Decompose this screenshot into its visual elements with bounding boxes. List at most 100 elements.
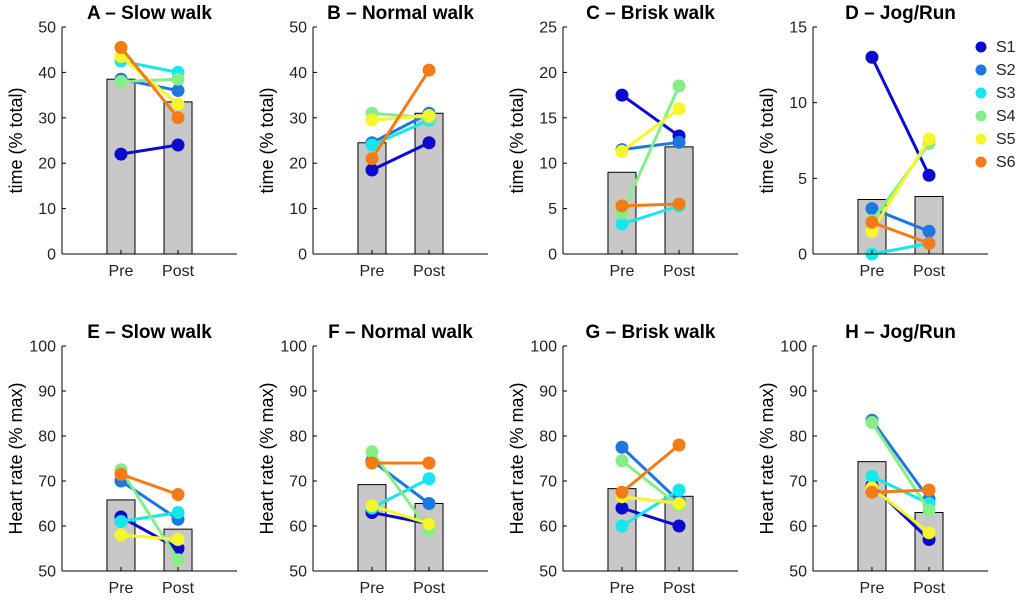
panel-e-line-s5 (120, 533, 179, 541)
panel-e-ytick-label-0: 50 (38, 564, 56, 581)
legend-marker-s3 (975, 87, 987, 99)
panel-e-xtick-label-post: Post (162, 580, 195, 597)
panel-b-xtick-label-pre: Pre (360, 263, 385, 280)
panel-c-ytick-label-1: 5 (548, 201, 557, 218)
panel-d-point-s5-pre (865, 224, 879, 238)
panel-f-point-s6-pre (365, 456, 379, 470)
panel-h-line-s6 (871, 488, 930, 494)
panel-f-ytick-label-2: 70 (289, 474, 307, 491)
panel-b-ytick-label-0: 0 (298, 247, 307, 264)
legend-marker-s6 (975, 156, 987, 168)
panel-g-point-s2-pre (615, 440, 629, 454)
panel-g-ylabel: Heart rate (% max) (507, 382, 527, 534)
panel-g-line-s6 (621, 443, 680, 494)
panel-g-line-s3 (621, 488, 680, 528)
panel-e-ytick-label-2: 70 (38, 474, 56, 491)
panel-h-point-s4-pre (865, 416, 879, 429)
panel-c-point-s1-pre (615, 88, 629, 102)
panel-d-line-s5 (870, 138, 931, 233)
panel-g-xtick-label-post: Post (663, 580, 696, 597)
panel-f-bar-pre (357, 484, 387, 572)
legend-label-s6: S6 (996, 154, 1016, 171)
panel-f-point-s3-post (422, 472, 436, 486)
panel-e-point-s3-post (171, 506, 185, 519)
panel-g-point-s5-post (672, 497, 686, 510)
panel-c-point-s6-pre (615, 199, 629, 213)
panel-g-line-s2 (620, 446, 681, 503)
panel-a-ytick-label-5: 50 (38, 20, 56, 37)
panel-h-ylabel: Heart rate (% max) (757, 382, 777, 534)
panel-h-ytick-label-3: 80 (789, 429, 807, 446)
panel-b-point-s6-pre (365, 152, 379, 166)
legend-label-s2: S2 (996, 62, 1016, 79)
panel-f-ylabel: Heart rate (% max) (257, 382, 277, 534)
panel-h-point-s6-post (922, 483, 936, 497)
legend-label-s1: S1 (996, 39, 1016, 56)
panel-d-ylabel: time (% total) (757, 87, 777, 193)
panel-f-title: F – Normal walk (328, 322, 473, 343)
panel-f-point-s6-post (422, 456, 436, 470)
panel-b-line-s5 (371, 114, 430, 122)
panel-b-point-s5-pre (365, 113, 379, 127)
panel-a-bar-post (163, 101, 193, 255)
panel-a-line-s1 (120, 143, 179, 156)
panel-g-title: G – Brisk walk (586, 322, 716, 343)
panel-f-point-s5-post (422, 517, 436, 531)
panel-e: E – Slow walk 50 60 70 80 90 100 Pre Post Heart r… (6, 322, 237, 597)
panel-a-ytick-label-3: 30 (38, 110, 56, 127)
panel-b-point-s6-post (422, 63, 436, 77)
panel-a-xtick-label-post: Post (162, 263, 195, 280)
panel-e-point-s5-post (171, 533, 185, 546)
panel-e-point-s1-post (171, 542, 185, 555)
panel-e-point-s4-post (171, 553, 185, 567)
panel-e-point-s5-pre (114, 528, 128, 542)
legend-marker-s1 (975, 41, 987, 53)
panel-f-line-s4 (370, 450, 431, 532)
panel-c-line-s3 (621, 204, 680, 226)
legend-marker-s2 (975, 64, 987, 76)
panel-g-point-s3-pre (615, 519, 629, 533)
panel-c-line-s5 (621, 107, 680, 153)
panel-d-ytick-label-2: 10 (789, 95, 807, 112)
panel-f-point-s4-pre (365, 445, 379, 459)
panel-a-point-s6-pre (114, 40, 128, 54)
panel-b-ytick-label-1: 10 (289, 201, 307, 218)
panel-c-ylabel: time (% total) (507, 87, 527, 193)
panel-a-ytick-label-1: 10 (38, 201, 56, 218)
panel-h-point-s3-pre (865, 470, 879, 483)
panel-d: D – Jog/Run 0 5 10 15 Pre Post time (% total) (757, 3, 988, 280)
panel-e-ytick-label-3: 80 (38, 429, 56, 446)
panel-b-bar-post (414, 112, 444, 255)
panel-h-point-s4-post (922, 503, 936, 517)
panel-c-ytick-label-5: 25 (539, 20, 557, 37)
panel-d-title: D – Jog/Run (845, 3, 956, 24)
panel-g-point-s6-post (672, 438, 686, 452)
panel-g-line-s5 (621, 495, 680, 505)
panel-d-line-s3 (871, 241, 930, 256)
panel-c-point-s5-pre (615, 144, 629, 158)
panel-b-point-s1-pre (365, 163, 379, 177)
panel-h-xtick-label-post: Post (913, 580, 946, 597)
panel-f-bar-post (414, 503, 444, 572)
panel-b-ytick-label-3: 30 (289, 110, 307, 127)
panel-h-line-s4 (870, 421, 931, 512)
panel-d-point-s6-pre (865, 215, 879, 229)
panel-g-point-s1-pre (615, 501, 629, 515)
panel-f-ytick-label-3: 80 (289, 429, 307, 446)
panel-g-line-s1 (621, 506, 680, 528)
panel-b-ylabel: time (% total) (257, 87, 277, 193)
panel-h-ytick-label-4: 90 (789, 384, 807, 401)
panel-b-ytick-label-4: 40 (289, 65, 307, 82)
panel-h-ytick-label-5: 100 (780, 339, 807, 356)
panel-a-point-s4-pre (114, 74, 128, 88)
panel-b-point-s3-pre (365, 138, 379, 152)
panel-h-title: H – Jog/Run (845, 322, 956, 343)
panel-b-line-s6 (370, 69, 431, 160)
panel-d-line-s2 (871, 207, 930, 233)
panel-e-ytick-label-1: 60 (38, 519, 56, 536)
panel-h-line-s5 (871, 486, 930, 534)
panel-g-xtick-label-pre: Pre (610, 580, 635, 597)
panel-b-point-s5-post (422, 109, 436, 123)
panel-b-line-s3 (371, 118, 430, 147)
panel-a-title: A – Slow walk (87, 3, 212, 24)
